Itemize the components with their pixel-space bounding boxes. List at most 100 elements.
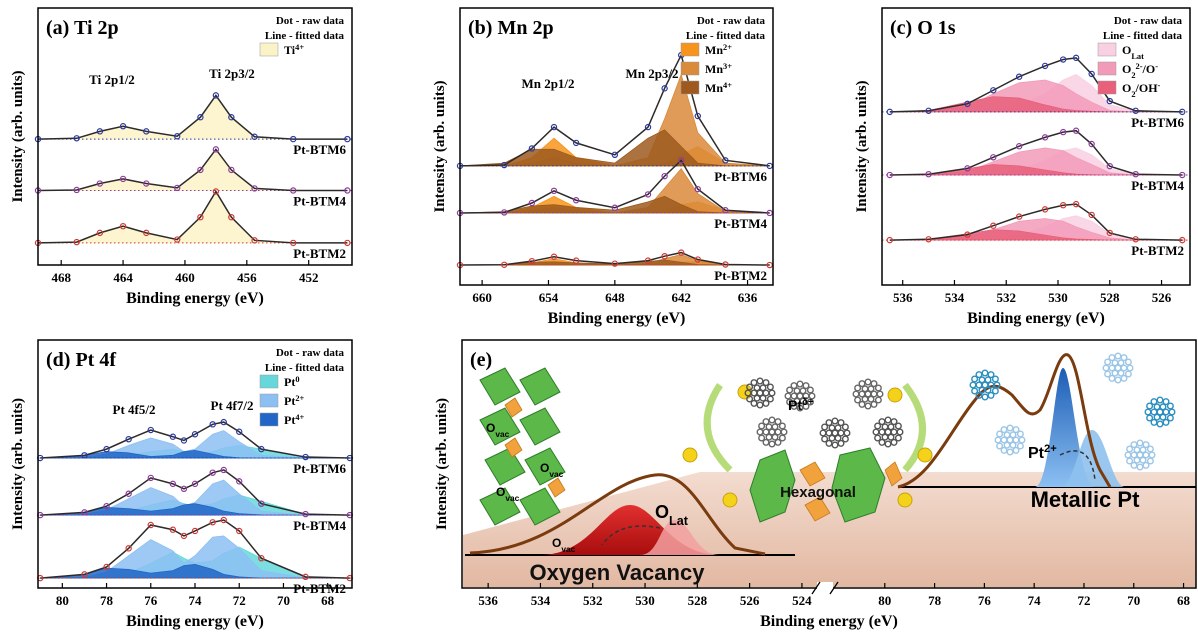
x-tick-label: 642: [671, 290, 691, 305]
panel-title: (e): [470, 349, 492, 371]
cluster-atom: [1147, 415, 1153, 421]
x-tick-label: 528: [1100, 290, 1120, 305]
text-part: /OH: [1135, 81, 1159, 95]
cluster-atom: [763, 419, 769, 425]
text-part: 4+: [295, 413, 304, 422]
cluster-atom: [1115, 353, 1121, 359]
text-part: O: [1122, 81, 1131, 95]
text-part: Lat: [669, 514, 689, 528]
panel-title: (c) O 1s: [890, 17, 956, 39]
text-part: Pt: [788, 397, 802, 413]
cluster-atom: [759, 435, 765, 441]
text-part: δ+: [802, 397, 814, 408]
cluster-atom: [797, 381, 803, 387]
x-tick-label: 530: [635, 593, 655, 608]
text-part: O: [540, 461, 549, 475]
y-axis-label: Intensity (arb. units): [10, 398, 26, 530]
legend-label: Mn4+: [705, 81, 732, 96]
x-tick-label: 526: [740, 593, 760, 608]
cluster-atom: [832, 442, 838, 448]
text-part: O: [655, 502, 669, 522]
cluster-atom: [844, 430, 850, 436]
cluster-atom: [976, 372, 982, 378]
x-tick-label: 528: [688, 593, 708, 608]
legend-note: Line - fitted data: [1103, 30, 1183, 42]
text-part: Lat: [1131, 52, 1144, 61]
x-tick-label: 654: [539, 290, 559, 305]
peak-annotation: Ti 2p3/2: [209, 66, 255, 81]
cluster-atom: [1148, 446, 1154, 452]
x-axis-label: Binding energy (eV): [760, 613, 898, 630]
cluster-atom: [791, 383, 797, 389]
x-axis-label: Binding energy (eV): [548, 310, 686, 327]
y-axis-label: Intensity (arb. units): [10, 70, 26, 202]
series-label: Pt-BTM6: [714, 169, 767, 184]
x-tick-label: 68: [321, 593, 335, 608]
text-part: 2+: [1044, 443, 1057, 455]
x-tick-label: 72: [233, 593, 246, 608]
pt-clusters: [745, 353, 1175, 470]
cluster-atom: [838, 441, 844, 447]
cluster-atom: [1127, 365, 1133, 371]
x-tick-label: 80: [878, 593, 891, 608]
cluster-atom: [1137, 440, 1143, 446]
series-label: Pt-BTM6: [1131, 115, 1184, 130]
cluster-atom: [1007, 425, 1013, 431]
y-axis-label: Intensity (arb. units): [432, 80, 448, 212]
cluster-atom: [879, 419, 885, 425]
cluster-atom: [757, 402, 763, 408]
cluster-atom: [993, 376, 999, 382]
x-tick-label: 660: [472, 290, 492, 305]
cluster-atom: [871, 402, 877, 408]
text-part: 0: [295, 375, 299, 384]
component-area: [38, 95, 347, 139]
cluster-atom: [988, 393, 994, 399]
text-part: Ti: [284, 43, 296, 57]
cluster-atom: [780, 423, 786, 429]
series-label: Pt-BTM6: [293, 142, 346, 157]
text-part: Pt: [284, 413, 295, 427]
legend-swatch: [260, 413, 278, 426]
legend-label: Ti4+: [284, 43, 304, 58]
cluster-atom: [1131, 442, 1137, 448]
legend-swatch: [681, 81, 699, 94]
cluster-atom: [997, 443, 1003, 449]
legend-swatch: [260, 375, 278, 388]
text-part: -: [1158, 81, 1161, 90]
text-part: O: [496, 485, 505, 499]
text-part: 3+: [723, 62, 732, 71]
legend-label: Mn2+: [705, 43, 732, 58]
legend-label: O22-/O-: [1122, 62, 1158, 80]
x-tick-label: 460: [175, 270, 195, 285]
cluster-atom: [832, 418, 838, 424]
text-part: O: [1122, 43, 1131, 57]
series-label: Pt-BTM2: [714, 268, 767, 283]
legend-swatch: [1098, 43, 1116, 56]
cluster-atom: [896, 423, 902, 429]
cluster-atom: [972, 388, 978, 394]
text-part: Mn: [705, 81, 723, 95]
cluster-atom: [808, 387, 814, 393]
text-part: vac: [505, 493, 519, 503]
x-tick-label: 526: [1152, 290, 1172, 305]
text-part: Pt: [284, 394, 295, 408]
series-label: Pt-BTM6: [293, 461, 346, 476]
cluster-atom: [1109, 355, 1115, 361]
cluster-atom: [891, 440, 897, 446]
series-label: Pt-BTM4: [714, 216, 767, 231]
cluster-atom: [897, 429, 903, 435]
legend-swatch: [681, 62, 699, 75]
legend-note: Line - fitted data: [265, 30, 345, 42]
cluster-atom: [865, 403, 871, 409]
cluster-atom: [970, 382, 976, 388]
x-tick-label: 532: [996, 290, 1016, 305]
text-part: Mn: [705, 62, 723, 76]
cluster-atom: [1103, 365, 1109, 371]
text-part: O: [486, 421, 495, 435]
x-tick-label: 74: [189, 593, 203, 608]
x-tick-label: 532: [583, 593, 603, 608]
panel-title: (a) Ti 2p: [46, 17, 119, 39]
legend-note: Dot - raw data: [276, 15, 345, 27]
legend-swatch: [681, 43, 699, 56]
cluster-atom: [757, 429, 763, 435]
